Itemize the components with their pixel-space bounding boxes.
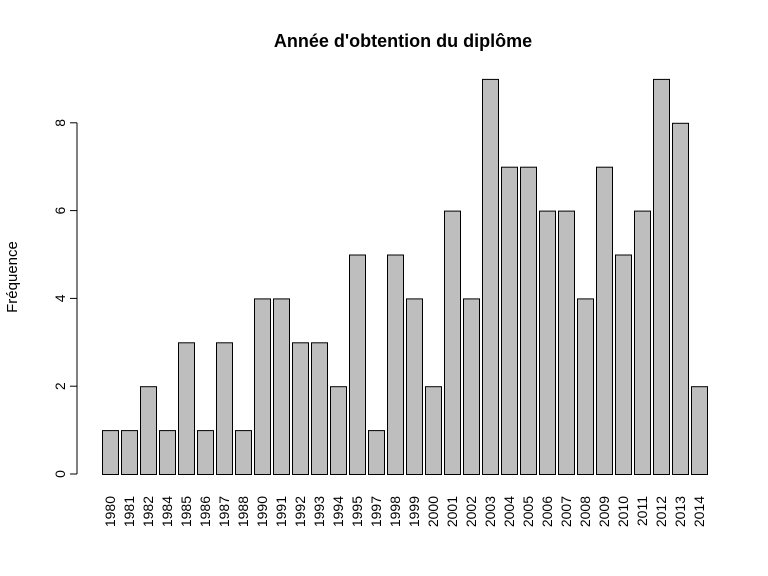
- bar-1998: [387, 254, 404, 475]
- x-tick-label: 2012: [653, 496, 669, 527]
- bar-2005: [520, 166, 537, 475]
- chart-title: Année d'obtention du diplôme: [274, 31, 532, 51]
- x-tick-label: 2005: [520, 496, 536, 527]
- bar-1982: [140, 386, 157, 476]
- x-tick-label: 1994: [330, 496, 346, 527]
- bars: [102, 78, 708, 476]
- x-tick-label: 1985: [178, 496, 194, 527]
- bar-2007: [558, 210, 575, 475]
- x-tick-label: 2011: [634, 496, 650, 526]
- x-tick-label: 2007: [558, 496, 574, 527]
- bar-1987: [216, 342, 233, 475]
- x-tick-label: 2008: [577, 496, 593, 527]
- y-axis-label: Fréquence: [4, 241, 21, 313]
- bar-2014: [691, 386, 708, 476]
- x-tick-label: 2001: [444, 496, 460, 527]
- bar-1988: [235, 430, 252, 476]
- x-tick-label: 2010: [615, 496, 631, 527]
- y-tick-label: 8: [52, 119, 68, 127]
- bar-2006: [539, 210, 556, 475]
- x-tick-label: 2002: [463, 496, 479, 527]
- bar-2000: [425, 386, 442, 476]
- bar-2010: [615, 254, 632, 475]
- bar-1995: [349, 254, 366, 475]
- bar-1991: [273, 298, 290, 475]
- x-tick-label: 1986: [197, 496, 213, 527]
- x-tick-label: 1998: [387, 496, 403, 527]
- bar-1999: [406, 298, 423, 475]
- bar-1981: [121, 430, 138, 476]
- x-tick-label: 2009: [596, 496, 612, 527]
- bar-2001: [444, 210, 461, 475]
- x-tick-label: 1984: [159, 496, 175, 527]
- bar-2011: [634, 210, 651, 475]
- y-tick-label: 2: [52, 382, 68, 390]
- x-tick-label: 1999: [406, 496, 422, 527]
- bar-1984: [159, 430, 176, 476]
- bar-2013: [672, 122, 689, 476]
- x-tick-label: 2006: [539, 496, 555, 527]
- x-tick-label: 2014: [691, 496, 707, 527]
- x-tick-label: 1990: [254, 496, 270, 527]
- bar-2009: [596, 166, 613, 475]
- bar-1994: [330, 386, 347, 476]
- x-tick-label: 1991: [273, 496, 289, 527]
- x-tick-label: 1993: [311, 496, 327, 527]
- y-tick-label: 0: [52, 470, 68, 478]
- x-tick-label: 1981: [121, 496, 137, 527]
- bar-2012: [653, 78, 670, 476]
- bar-1986: [197, 430, 214, 476]
- x-tick-label: 1997: [368, 496, 384, 527]
- x-tick-label: 2003: [482, 496, 498, 527]
- bar-2008: [577, 298, 594, 475]
- bar-1990: [254, 298, 271, 475]
- x-tick-label: 1992: [292, 496, 308, 527]
- x-axis-labels: 1980 1981 1982 1984 1985 1986 1987 1988 1990 1991…: [102, 496, 707, 527]
- y-tick-label: 6: [52, 206, 68, 214]
- x-tick-label: 2004: [501, 496, 517, 527]
- bar-2002: [463, 298, 480, 475]
- x-tick-label: 2000: [425, 496, 441, 527]
- bar-2004: [501, 166, 518, 475]
- x-tick-label: 2013: [672, 496, 688, 527]
- bar-1992: [292, 342, 309, 475]
- x-tick-label: 1982: [140, 496, 156, 527]
- x-tick-label: 1995: [349, 496, 365, 527]
- x-tick-label: 1988: [235, 496, 251, 527]
- bar-1985: [178, 342, 195, 475]
- bar-1980: [102, 430, 119, 476]
- x-tick-label: 1980: [102, 496, 118, 527]
- bar-1997: [368, 430, 385, 476]
- bar-2003: [482, 78, 499, 476]
- y-axis: 0 2 4 6 8: [52, 119, 78, 478]
- bar-1993: [311, 342, 328, 475]
- y-tick-label: 4: [52, 294, 68, 302]
- x-tick-label: 1987: [216, 496, 232, 527]
